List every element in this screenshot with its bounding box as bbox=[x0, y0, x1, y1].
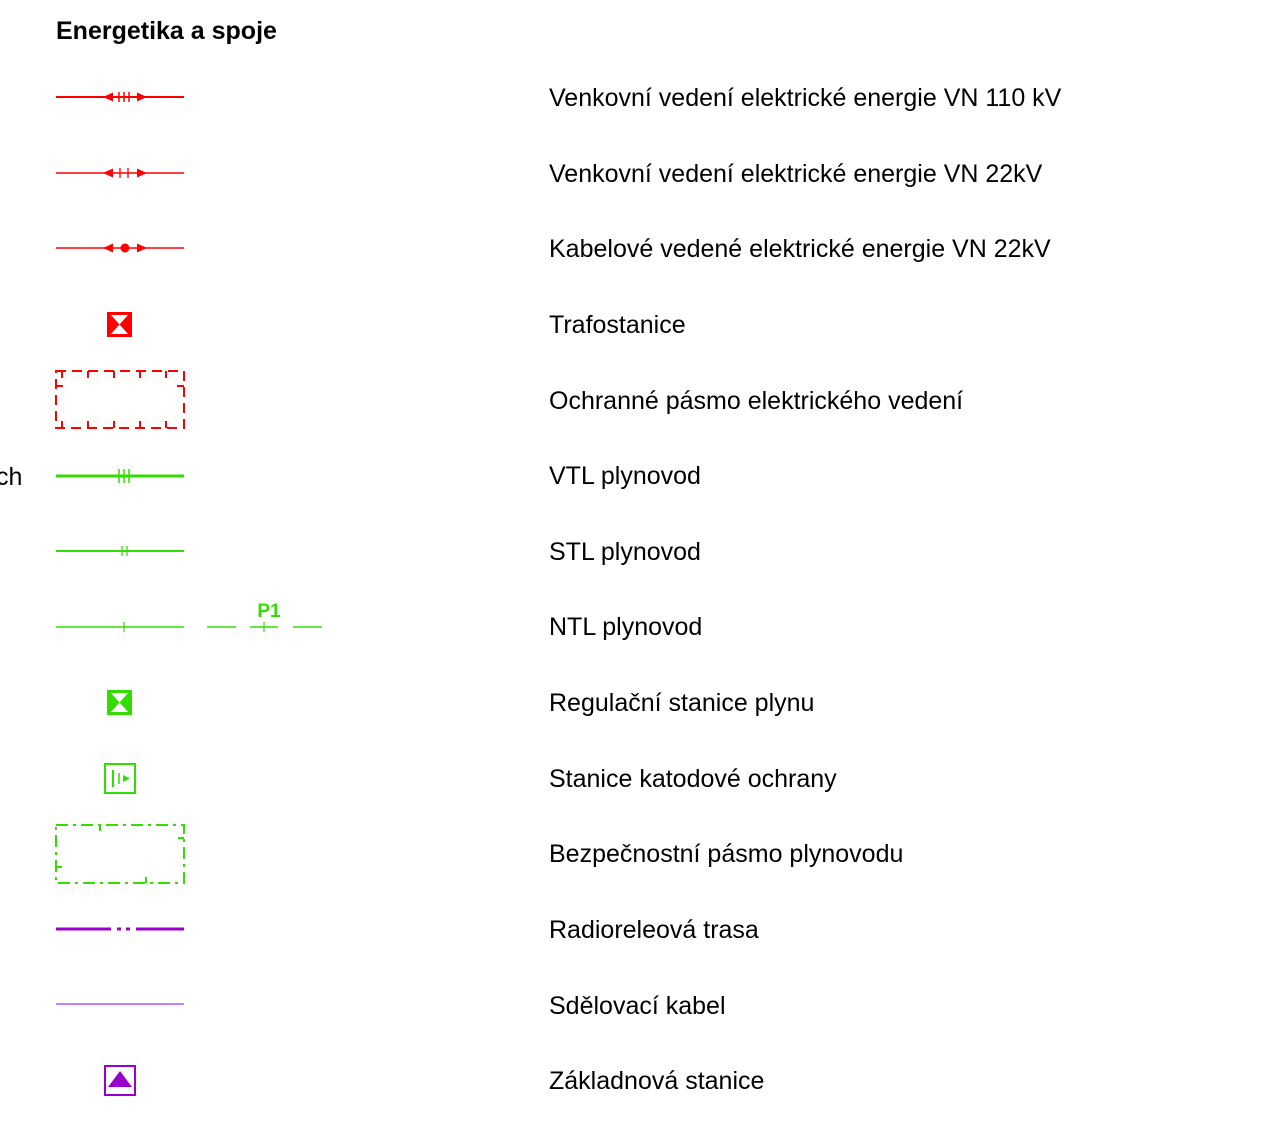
green-dashdot-rectangle-icon bbox=[55, 824, 185, 884]
purple-base-station-icon bbox=[104, 1065, 136, 1096]
legend-label-ochranne-pasmo: Ochranné pásmo elektrického vedení bbox=[549, 387, 964, 415]
legend-label-trafostanice: Trafostanice bbox=[549, 311, 686, 339]
legend-label-kabel-vn22: Kabelové vedené elektrické energie VN 22… bbox=[549, 235, 1051, 263]
legend-label-regulacni-stanice: Regulační stanice plynu bbox=[549, 689, 815, 717]
legend-label-katodova-ochrana: Stanice katodové ochrany bbox=[549, 765, 837, 793]
section-title: Energetika a spoje bbox=[56, 17, 277, 45]
legend-label-ntl: NTL plynovod bbox=[549, 613, 703, 641]
red-line-arrows-triple-tick-icon bbox=[56, 92, 184, 102]
ntl-pressure-label: P1 bbox=[257, 601, 281, 622]
legend-label-sdelovaci-kabel: Sdělovací kabel bbox=[549, 992, 726, 1020]
legend-label-radioreleova-trasa: Radioreleová trasa bbox=[549, 916, 759, 944]
red-line-arrows-dot-icon bbox=[56, 243, 184, 253]
green-line-double-tick-icon bbox=[56, 546, 184, 556]
legend-label-bezpecnostni-pasmo: Bezpečnostní pásmo plynovodu bbox=[549, 840, 904, 868]
green-cathodic-station-icon bbox=[104, 763, 136, 794]
red-hourglass-square-icon bbox=[107, 312, 132, 337]
legend-label-zakladnova-stanice: Základnová stanice bbox=[549, 1067, 765, 1095]
legend-label-vn22: Venkovní vedení elektrické energie VN 22… bbox=[549, 160, 1043, 188]
legend-label-stl: STL plynovod bbox=[549, 538, 701, 566]
green-hourglass-square-icon bbox=[107, 690, 132, 715]
green-line-triple-tick-icon bbox=[56, 469, 184, 483]
red-dashed-rectangle-icon bbox=[55, 370, 185, 429]
red-line-arrows-double-tick-icon bbox=[56, 168, 184, 178]
legend-label-vtl: VTL plynovod bbox=[549, 462, 701, 490]
green-line-single-tick-icon bbox=[56, 622, 322, 632]
cut-off-text: ch bbox=[0, 463, 23, 491]
legend-label-vn110: Venkovní vedení elektrické energie VN 11… bbox=[549, 84, 1062, 112]
